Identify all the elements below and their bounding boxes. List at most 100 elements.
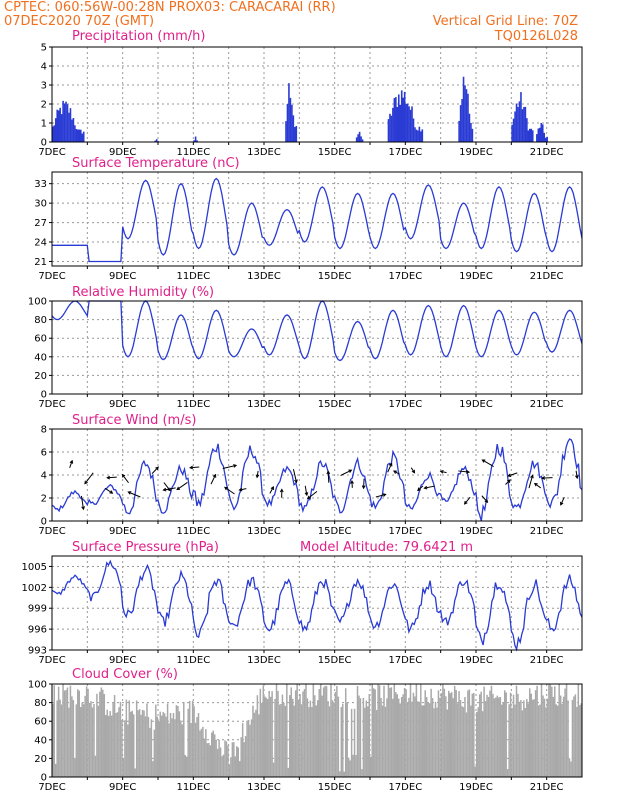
cloud-column xyxy=(225,741,228,777)
precip-bar xyxy=(409,109,412,142)
cloud-column xyxy=(579,705,581,777)
cloud-column xyxy=(384,706,387,777)
wind-arrow xyxy=(307,490,318,500)
cloud-column xyxy=(188,700,191,777)
humidity-ytick-label: 20 xyxy=(34,371,47,382)
precip-bar xyxy=(402,97,404,142)
precip-bar xyxy=(511,124,513,142)
cloud-column xyxy=(356,685,359,777)
wind-arrow xyxy=(128,491,141,498)
cloud-column xyxy=(96,693,98,777)
temperature-ytick-label: 21 xyxy=(34,257,47,268)
cloud-column xyxy=(355,754,357,777)
cloud-column xyxy=(199,730,201,777)
cloud-column xyxy=(540,684,543,777)
cloud-column xyxy=(476,712,478,777)
cloud-column xyxy=(183,702,185,777)
cloud-column xyxy=(193,706,195,777)
cloud-column xyxy=(378,685,381,777)
cloud-column xyxy=(74,757,76,777)
cloud-column xyxy=(190,723,192,777)
precip-bar xyxy=(285,121,287,142)
cloud-column xyxy=(206,743,209,777)
precip-bar xyxy=(417,130,419,142)
precip-bar xyxy=(537,128,540,142)
cloud-column xyxy=(222,754,225,777)
cloud-column xyxy=(159,711,161,777)
precip-xtick-label: 7DEC xyxy=(38,147,65,158)
cloud-column xyxy=(564,688,566,777)
cloud-column xyxy=(486,694,488,777)
cloud-column xyxy=(319,684,322,777)
wind-arrow xyxy=(239,488,247,491)
cloud-column xyxy=(68,707,70,777)
cloud-column xyxy=(202,726,204,777)
cloud-column xyxy=(315,705,318,777)
cloud-column xyxy=(172,713,175,777)
cloud-column xyxy=(461,706,463,777)
temperature-ytick-label: 33 xyxy=(34,179,47,190)
precip-bar xyxy=(521,109,524,142)
humidity-frame xyxy=(51,300,583,395)
cloud-column xyxy=(502,702,504,777)
precip-bar xyxy=(52,126,54,142)
cloud-column xyxy=(247,719,250,777)
wind-arrowhead xyxy=(294,479,298,484)
precip-bar xyxy=(459,105,462,142)
cloud-column xyxy=(166,703,169,777)
cloud-column xyxy=(396,694,398,777)
humidity-xtick-label: 11DEC xyxy=(176,399,210,410)
cloud-column xyxy=(141,709,144,777)
cloud-column xyxy=(259,688,262,777)
pressure-ytick-label: 1002 xyxy=(22,583,47,594)
precip-bar xyxy=(389,113,391,142)
cloud-column xyxy=(459,699,462,777)
cloud-column xyxy=(308,707,310,777)
cloud-column xyxy=(517,693,519,777)
humidity-ytick-label: 80 xyxy=(34,315,47,326)
cloud-column xyxy=(450,692,453,777)
precip-bars xyxy=(52,76,548,142)
humidity-ytick-label: 100 xyxy=(28,297,47,308)
wind-arrow xyxy=(269,486,274,494)
cloud-column xyxy=(418,701,421,777)
humidity-title: Relative Humidity (%) xyxy=(72,285,214,300)
wind-xtick-label: 7DEC xyxy=(38,526,65,537)
cloud-column xyxy=(171,718,173,777)
cloud-ytick-label: 20 xyxy=(34,754,47,765)
pressure-xtick-label: 19DEC xyxy=(459,655,493,666)
precip-ytick-label: 1 xyxy=(41,119,47,130)
cloud-column xyxy=(427,702,429,777)
cloud-column xyxy=(134,768,136,777)
cloud-column xyxy=(116,712,119,777)
cloud-column xyxy=(54,763,57,777)
precip-bar xyxy=(403,91,406,142)
cloud-column xyxy=(85,686,88,777)
header-code: TQ0126L028 xyxy=(494,29,578,44)
wind-arrowhead xyxy=(507,473,512,477)
cloud-column xyxy=(66,687,69,777)
cloud-column xyxy=(370,756,372,777)
cloud-column xyxy=(196,717,198,777)
cloud-column xyxy=(274,698,276,777)
wind-arrowhead xyxy=(127,491,132,495)
cloud-column xyxy=(88,702,91,777)
cloud-column xyxy=(234,756,237,777)
cloud-column xyxy=(62,684,64,777)
cloud-column xyxy=(303,689,306,777)
pressure-xtick-label: 9DEC xyxy=(109,655,136,666)
cloud-column xyxy=(386,698,388,777)
cloud-column xyxy=(549,684,552,777)
cloud-column xyxy=(530,693,532,777)
cloud-column xyxy=(364,707,366,777)
humidity-ytick-label: 60 xyxy=(34,334,47,345)
cloud-column xyxy=(194,722,197,777)
cloud-column xyxy=(240,737,242,777)
precip-ytick-label: 3 xyxy=(41,81,47,92)
cloud-column xyxy=(330,684,332,777)
wind-arrow xyxy=(505,479,511,485)
cloud-column xyxy=(505,692,507,777)
cloud-column xyxy=(127,724,129,777)
precip-bar xyxy=(82,131,85,142)
cloud-column xyxy=(252,705,254,777)
